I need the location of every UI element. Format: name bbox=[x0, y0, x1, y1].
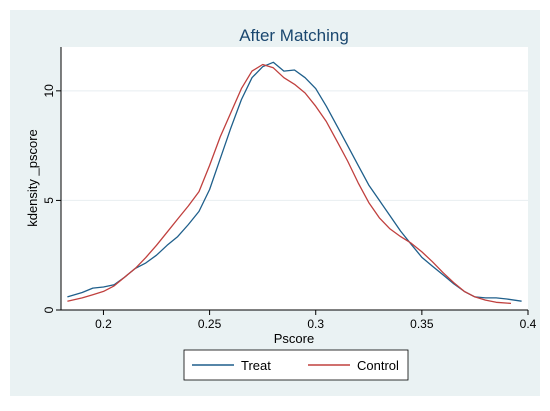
series-line-control bbox=[67, 63, 512, 305]
series-line-treat bbox=[67, 61, 522, 302]
y-tick-label-0: 0 bbox=[42, 306, 56, 313]
x-tick-label-4: 0.4 bbox=[520, 317, 537, 331]
legend-label-control: Control bbox=[357, 358, 399, 373]
x-axis-ticks: 0.2 0.25 0.3 0.35 0.4 bbox=[95, 310, 537, 331]
y-axis-ticks: 0 5 10 bbox=[42, 84, 61, 313]
plot-area bbox=[61, 47, 528, 310]
x-tick-label-0: 0.2 bbox=[95, 317, 112, 331]
y-tick-label-2: 10 bbox=[42, 84, 56, 98]
y-axis-label: kdensity _pscore bbox=[25, 129, 40, 227]
x-tick-label-3: 0.35 bbox=[410, 317, 434, 331]
x-axis-label: Pscore bbox=[274, 331, 314, 346]
x-tick-label-1: 0.25 bbox=[198, 317, 222, 331]
legend-label-treat: Treat bbox=[241, 358, 271, 373]
series-layer bbox=[67, 61, 522, 305]
x-tick-label-2: 0.3 bbox=[307, 317, 324, 331]
chart-title: After Matching bbox=[239, 26, 349, 45]
y-tick-label-1: 5 bbox=[42, 197, 56, 204]
legend: Treat Control bbox=[183, 349, 409, 381]
